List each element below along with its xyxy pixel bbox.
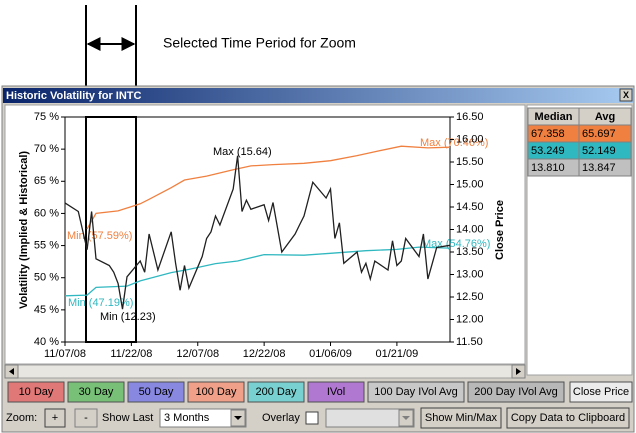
button-label: -	[84, 412, 88, 424]
overlay-checkbox[interactable]	[305, 411, 319, 425]
label: Overlay	[262, 412, 300, 424]
x-tick-label: 01/06/09	[309, 348, 352, 360]
annotation: Min (47.19%)	[68, 297, 133, 309]
close-label: X	[623, 90, 629, 100]
annotation: Max (70.46%)	[420, 137, 488, 149]
button-label: 200 Day IVol Avg	[474, 386, 558, 398]
label: Show Last	[102, 412, 153, 424]
window-title: Historic Volatility for INTC	[6, 90, 142, 102]
overlay-select[interactable]	[325, 408, 415, 428]
table-header: Avg	[595, 111, 615, 123]
series-line	[64, 246, 451, 297]
annotation: Max (15.64)	[213, 146, 272, 158]
arrow-icon	[516, 368, 521, 375]
table-value: 53.249	[531, 145, 565, 157]
series-line	[86, 145, 451, 230]
table-header: Median	[535, 111, 573, 123]
series-button[interactable]	[247, 381, 305, 403]
x-tick-label: 01/21/09	[375, 348, 418, 360]
y2-tick-label: 13.50	[456, 246, 484, 258]
button-label: 100 Day	[196, 386, 237, 398]
x-tick-label: 11/07/08	[44, 348, 86, 360]
y2-tick-label: 12.00	[456, 313, 484, 325]
button-label: Close Price	[573, 386, 629, 398]
table-value: 13.847	[582, 162, 616, 174]
series-button[interactable]	[67, 381, 125, 403]
series-button[interactable]	[569, 381, 633, 403]
y2-tick-label: 15.00	[456, 178, 484, 190]
annotation: Min (57.59%)	[67, 230, 132, 242]
series-button[interactable]	[187, 381, 245, 403]
y2-tick-label: 15.50	[456, 156, 484, 168]
series-button[interactable]	[307, 381, 365, 403]
y-tick-label: 50 %	[34, 272, 59, 284]
annotation-text: Selected Time Period for Zoom	[163, 35, 356, 51]
zoom-in-button[interactable]	[44, 408, 66, 428]
y2-tick-label: 13.00	[456, 268, 484, 280]
y2-tick-label: 16.00	[456, 133, 484, 145]
button-label: Copy Data to Clipboard	[511, 412, 625, 424]
y2-tick-label: 14.00	[456, 223, 484, 235]
copy-button[interactable]	[506, 407, 630, 429]
arrow-icon	[234, 416, 242, 420]
button-label: 200 Day	[256, 386, 297, 398]
y-tick-label: 70 %	[34, 143, 59, 155]
y2-tick-label: 12.50	[456, 291, 484, 303]
scrollbar[interactable]	[4, 364, 526, 379]
y2-axis-label: Close Price	[494, 200, 506, 260]
series-button[interactable]	[367, 381, 465, 403]
button-label: +	[52, 412, 58, 424]
table-value: 67.358	[531, 128, 565, 140]
annotation: Min (12.23)	[100, 311, 156, 323]
title-bar	[3, 88, 633, 103]
table-cell	[578, 158, 632, 177]
y2-tick-label: 11.50	[456, 336, 483, 348]
x-tick-label: 11/22/08	[110, 348, 152, 360]
x-tick-label: 12/22/08	[243, 348, 286, 360]
series-button[interactable]	[127, 381, 185, 403]
button-label: 10 Day	[19, 386, 54, 398]
y-tick-label: 75 %	[34, 111, 59, 123]
button-label: Show Min/Max	[425, 412, 498, 424]
table-value: 13.810	[531, 162, 565, 174]
table-value: 52.149	[582, 145, 616, 157]
arrow-icon	[402, 416, 410, 420]
close-button[interactable]	[619, 88, 633, 102]
series-line	[64, 155, 451, 310]
x-tick-label: 12/07/08	[176, 348, 219, 360]
label: Zoom:	[6, 412, 37, 424]
button-label: 50 Day	[139, 386, 174, 398]
y-axis-label: Volatility (Implied & Historical)	[18, 151, 30, 309]
y-tick-label: 55 %	[34, 239, 59, 251]
button-label: IVol	[327, 386, 345, 398]
y2-tick-label: 16.50	[456, 111, 484, 123]
select-value: 3 Months	[164, 412, 210, 424]
y2-tick-label: 14.50	[456, 201, 484, 213]
period-select[interactable]	[159, 408, 247, 428]
show-min-max-button[interactable]	[420, 407, 502, 429]
arrow-icon	[9, 368, 14, 375]
y-tick-label: 40 %	[34, 336, 59, 348]
table-value: 65.697	[582, 128, 616, 140]
y-tick-label: 65 %	[34, 175, 59, 187]
zoom-out-button[interactable]	[74, 408, 98, 428]
button-label: 100 Day IVol Avg	[374, 386, 458, 398]
zoom-selection	[85, 116, 137, 343]
y-tick-label: 60 %	[34, 207, 59, 219]
y-tick-label: 45 %	[34, 304, 59, 316]
series-button[interactable]	[467, 381, 565, 403]
series-button[interactable]	[7, 381, 65, 403]
button-label: 30 Day	[79, 386, 114, 398]
